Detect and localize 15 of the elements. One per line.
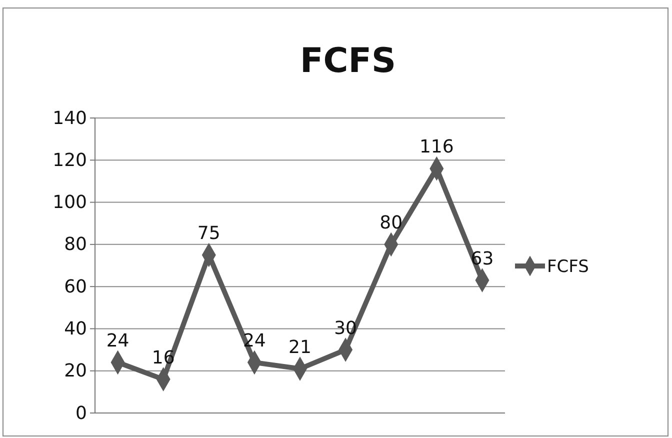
y-tick-label: 100: [52, 192, 87, 214]
y-tick-label: 140: [52, 108, 87, 129]
chart-title: FCFS: [300, 41, 396, 81]
data-label: 80: [380, 212, 403, 234]
y-tick-label: 60: [64, 276, 87, 298]
y-tick-label: 0: [76, 402, 87, 424]
y-tick-label: 120: [52, 150, 87, 171]
data-label: 24: [106, 330, 130, 352]
data-label: 21: [288, 336, 312, 358]
data-label: 75: [197, 222, 220, 244]
data-label: 116: [419, 136, 454, 158]
y-tick-label: 20: [64, 360, 87, 382]
y-tick-label: 40: [64, 318, 87, 340]
y-tick-label: 80: [64, 234, 87, 256]
legend-label: FCFS: [547, 257, 589, 277]
